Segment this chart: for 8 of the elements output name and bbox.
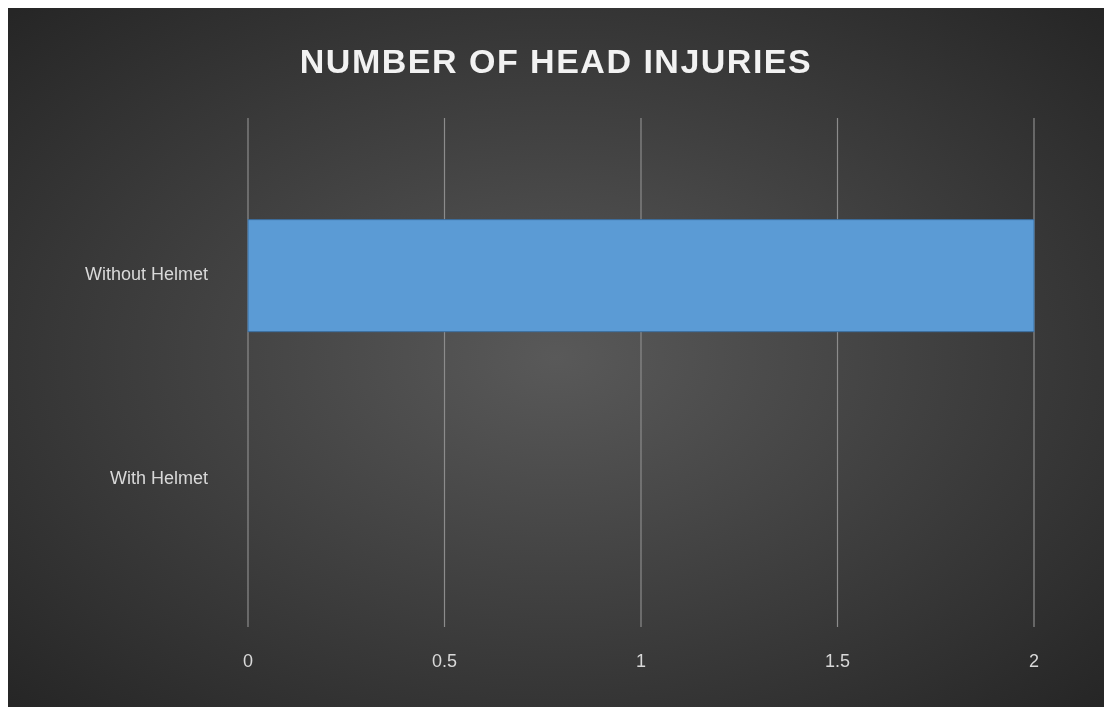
x-tick-label: 2 <box>1028 651 1040 671</box>
chart-title: NUMBER OF HEAD INJURIES <box>299 42 813 80</box>
y-tick-label: Without Helmet <box>84 264 208 285</box>
x-tick-label: 1.5 <box>824 651 851 671</box>
y-tick-label: With Helmet <box>109 468 208 489</box>
x-tick-label: 0.5 <box>431 651 458 671</box>
x-tick-label: 1 <box>635 651 647 671</box>
x-tick-label: 0 <box>242 651 254 671</box>
